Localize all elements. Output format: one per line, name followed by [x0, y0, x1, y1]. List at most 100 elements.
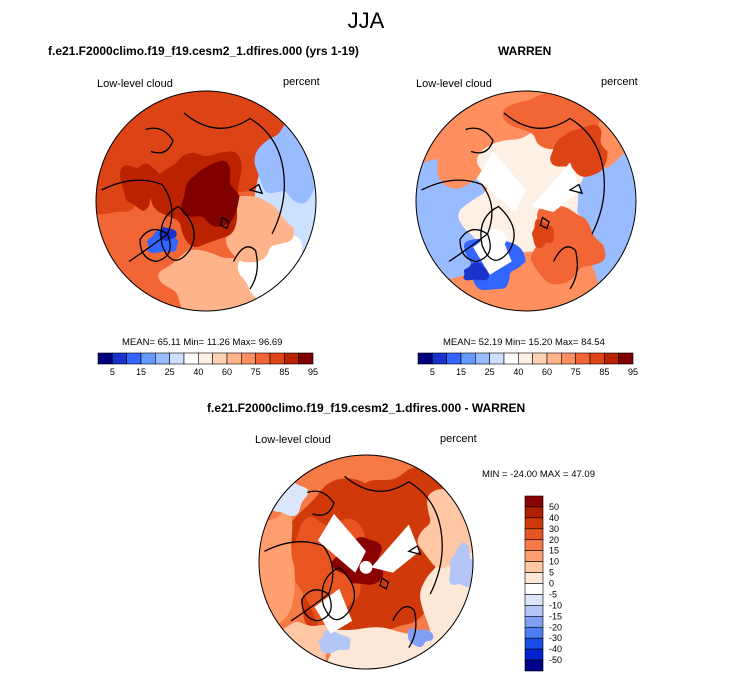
colorbar-swatch [432, 352, 447, 365]
map-3-coastline [321, 566, 356, 621]
panel2-stats: MEAN= 52.19 Min= 15.20 Max= 84.54 [443, 337, 605, 348]
map-2-contour-region [532, 219, 554, 249]
map-1-border [95, 90, 317, 312]
map-2-coastline [465, 127, 494, 154]
colorbar-swatch [198, 352, 213, 365]
colorbar-tick-label: -30 [549, 633, 562, 643]
panel2-units-label: percent [601, 76, 638, 88]
colorbar-tick-label: 50 [549, 502, 559, 512]
map-1-coastline [160, 205, 195, 261]
colorbar-swatch [524, 583, 544, 595]
colorbar-swatch [524, 539, 544, 551]
figure-title: JJA [347, 8, 385, 33]
colorbar-swatch [524, 495, 544, 508]
colorbar-tick-label: 15 [549, 546, 559, 556]
map-2-border [415, 90, 637, 312]
panel1-variable-label: Low-level cloud [97, 78, 173, 90]
colorbar-swatch [524, 572, 544, 584]
polar-map-3 [259, 455, 473, 669]
colorbar-swatch [524, 594, 544, 606]
colorbar-swatch [524, 561, 544, 573]
map-3-contour-region [449, 542, 473, 588]
polar-map-1 [96, 91, 316, 311]
colorbar-tick-label: 40 [549, 513, 559, 523]
map-3-contour-region [318, 629, 351, 654]
map-2-coastline [421, 179, 493, 263]
map-3-coastline [379, 577, 390, 590]
map-1-contour-region [225, 195, 294, 263]
map-3-missing-data [371, 524, 420, 573]
map-3-coastline [301, 589, 332, 622]
colorbar-swatch [524, 528, 544, 541]
colorbar-swatch [524, 517, 544, 530]
colorbar-tick-label: -10 [549, 600, 562, 610]
panel3-title: f.e21.F2000climo.f19_f19.cesm2_1.dfires.… [207, 401, 526, 415]
map-2-missing-data [476, 151, 526, 212]
colorbar-tick-label: 40 [193, 367, 203, 377]
map-3-contour-region [407, 628, 434, 648]
map-3-coastline [306, 490, 335, 516]
panel2-variable-label: Low-level cloud [416, 78, 492, 90]
colorbar-swatch [112, 352, 127, 365]
map-3-missing-data [317, 513, 366, 573]
panel1-stats: MEAN= 65.11 Min= 11.26 Max= 96.69 [122, 337, 283, 348]
colorbar-swatch [589, 352, 605, 365]
colorbar-swatch [255, 352, 271, 365]
map-1-coastline [248, 183, 264, 195]
colorbar-swatch [475, 352, 490, 365]
map-2-coastline [552, 246, 578, 290]
map-3-coastline [392, 605, 417, 648]
colorbar-swatch [518, 352, 533, 365]
panel1-units-label: percent [283, 76, 320, 88]
map-2-coastline [480, 205, 515, 261]
colorbar-swatch [226, 352, 242, 365]
colorbar-swatch [561, 352, 576, 365]
colorbar-tick-label: 60 [542, 367, 552, 377]
colorbar-tick-label: 25 [485, 367, 495, 377]
map-3-coastline [344, 475, 443, 595]
map-2-contour-region [463, 262, 491, 281]
map-1-coastline [232, 246, 258, 290]
colorbar-2: 5 15 25 40 60 75 85 95 [417, 352, 638, 377]
colorbar-tick-label: 95 [628, 367, 638, 377]
map-2-coastline [459, 228, 491, 263]
colorbar-tick-label: 5 [110, 367, 115, 377]
colorbar-swatch [269, 352, 285, 365]
colorbar-tick-label: 5 [549, 568, 554, 578]
colorbar-swatch [169, 352, 185, 365]
colorbar-swatch [524, 605, 544, 617]
colorbar-swatch [575, 352, 591, 365]
colorbar-swatch [126, 352, 142, 365]
colorbar-swatch [618, 352, 634, 365]
map-1-contour-region [181, 160, 240, 227]
colorbar-swatch [212, 352, 228, 365]
colorbar-swatch [183, 352, 199, 365]
map-2-missing-data [531, 162, 581, 212]
colorbar-tick-label: 0 [549, 579, 554, 589]
colorbar-tick-label: 5 [430, 367, 435, 377]
panel1-title: f.e21.F2000climo.f19_f19.cesm2_1.dfires.… [48, 44, 359, 58]
panel3-stats: MIN = -24.00 MAX = 47.09 [482, 469, 596, 480]
colorbar-swatch [489, 352, 505, 365]
colorbar-tick-label: -50 [549, 655, 562, 665]
colorbar-tick-label: 75 [571, 367, 581, 377]
colorbar-tick-label: 15 [136, 367, 146, 377]
colorbar-tick-label: 85 [599, 367, 609, 377]
map-1-coastline [145, 127, 174, 154]
colorbar-swatch [524, 659, 544, 672]
colorbar-tick-label: -20 [549, 622, 562, 632]
colorbar-tick-label: 95 [308, 367, 318, 377]
colorbar-swatch [524, 648, 544, 661]
colorbar-swatch [241, 352, 256, 365]
colorbar-tick-label: 15 [456, 367, 466, 377]
colorbar-tick-label: 85 [279, 367, 289, 377]
colorbar-swatch [446, 352, 462, 365]
map-3-contour-region [351, 466, 448, 541]
panel3-variable-label: Low-level cloud [255, 434, 331, 446]
map-3-pole-hole [359, 560, 373, 574]
colorbar-tick-label: -40 [549, 644, 562, 654]
colorbar-swatch [524, 506, 544, 519]
colorbar-swatch [524, 616, 544, 628]
map-3-coastline [264, 541, 334, 622]
